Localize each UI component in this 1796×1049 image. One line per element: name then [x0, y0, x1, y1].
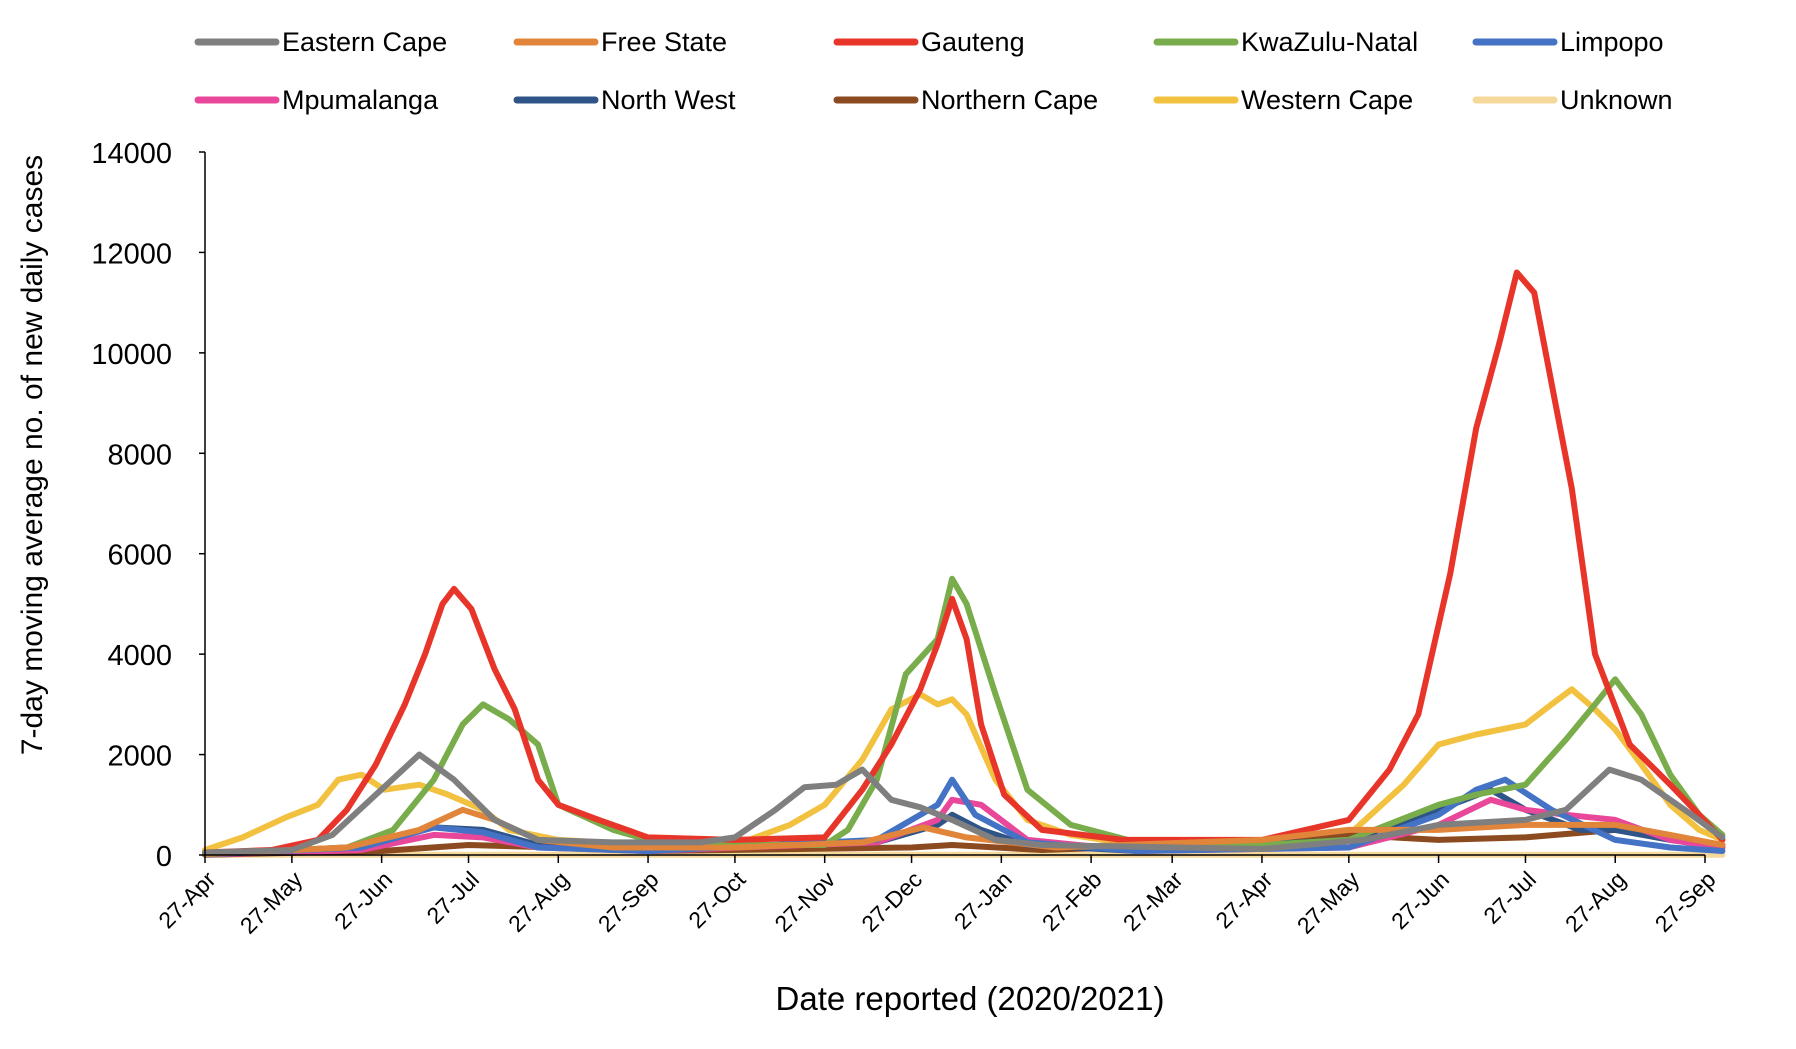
x-tick-label: 27-Sep [593, 866, 664, 937]
series-line-kwazulu-natal [202, 575, 1726, 857]
x-tick-label: 27-Apr [1210, 866, 1277, 933]
y-tick-label: 6000 [107, 540, 172, 572]
series-line-limpopo [202, 776, 1726, 858]
legend-item-unknown: Unknown [1472, 85, 1673, 115]
plot-area [202, 269, 1726, 858]
legend-label: Gauteng [921, 27, 1025, 57]
series-line-western-cape [202, 686, 1726, 853]
legend-label: Free State [601, 27, 727, 57]
legend-item-mpumalanga: Mpumalanga [194, 85, 439, 115]
x-tick-label: 27-Jun [1386, 866, 1454, 934]
x-tick-label: 27-Mar [1118, 866, 1188, 936]
y-tick-label: 10000 [91, 339, 172, 371]
x-axis-title: Date reported (2020/2021) [776, 980, 1165, 1017]
legend-item-eastern-cape: Eastern Cape [194, 27, 447, 57]
legend-item-limpopo: Limpopo [1472, 27, 1664, 57]
legend-label: North West [601, 85, 736, 115]
y-axis-title: 7-day moving average no. of new daily ca… [16, 155, 49, 755]
legend-label: Northern Cape [921, 85, 1098, 115]
legend: Eastern Cape Free State Gauteng KwaZulu-Nat… [194, 27, 1673, 115]
x-tick-label: 27-May [1292, 866, 1365, 939]
y-tick-label: 14000 [91, 138, 172, 170]
x-tick-label: 27-Apr [153, 866, 220, 933]
y-tick-label: 4000 [107, 640, 172, 672]
x-tick-label: 27-Feb [1037, 866, 1107, 936]
x-tick-label: 27-Jul [1478, 866, 1541, 929]
legend-label: Western Cape [1241, 85, 1413, 115]
legend-label: Limpopo [1560, 27, 1664, 57]
x-tick-label: 27-Nov [769, 866, 840, 937]
legend-item-free-state: Free State [513, 27, 727, 57]
x-tick-label: 27-Jun [329, 866, 397, 934]
y-tick-label: 0 [156, 841, 172, 873]
legend-label: Mpumalanga [282, 85, 439, 115]
x-tick-label: 27-Jul [421, 866, 484, 929]
x-tick-label: 27-Oct [683, 866, 751, 934]
legend-item-northern-cape: Northern Cape [833, 85, 1098, 115]
x-tick-label: 27-Aug [503, 866, 574, 937]
y-tick-label: 12000 [91, 238, 172, 270]
y-tick-label: 8000 [107, 439, 172, 471]
series-line-free-state [202, 806, 1726, 857]
series-line-gauteng [202, 269, 1726, 856]
legend-item-kwazulu-natal: KwaZulu-Natal [1153, 27, 1418, 57]
x-tick-label: 27-Jan [949, 866, 1017, 934]
x-tick-label: 27-Dec [856, 866, 927, 937]
legend-label: KwaZulu-Natal [1241, 27, 1418, 57]
legend-label: Unknown [1560, 85, 1673, 115]
legend-item-north-west: North West [513, 85, 736, 115]
legend-label: Eastern Cape [282, 27, 447, 57]
y-tick-label: 2000 [107, 741, 172, 773]
x-tick-label: 27-May [235, 866, 308, 939]
legend-item-western-cape: Western Cape [1153, 85, 1413, 115]
x-tick-label: 27-Sep [1650, 866, 1721, 937]
series-line-eastern-cape [202, 751, 1726, 856]
legend-item-gauteng: Gauteng [833, 27, 1025, 57]
x-tick-label: 27-Aug [1560, 866, 1631, 937]
